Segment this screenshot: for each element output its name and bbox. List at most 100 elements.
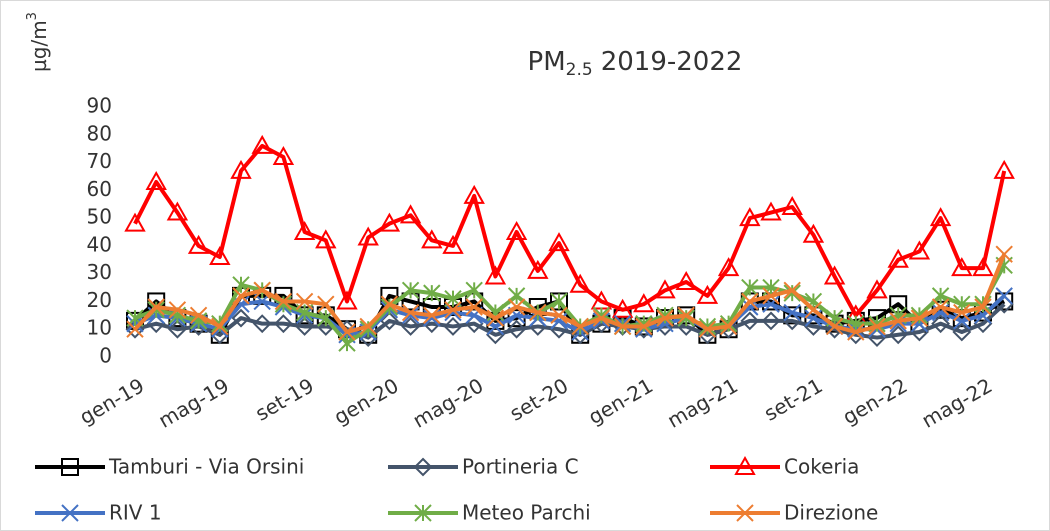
marker xyxy=(147,298,165,316)
marker xyxy=(232,287,250,305)
marker xyxy=(209,245,231,265)
marker xyxy=(230,159,252,179)
marker xyxy=(760,201,782,221)
marker xyxy=(783,284,801,302)
marker xyxy=(253,281,271,300)
y-label-main: µg/m xyxy=(27,20,51,72)
marker xyxy=(550,306,568,325)
legend-label: Portineria C xyxy=(462,455,579,479)
marker xyxy=(736,504,754,522)
marker xyxy=(741,292,759,311)
chart-title: PM2.5 2019-2022 xyxy=(528,47,743,81)
marker xyxy=(357,226,379,246)
marker xyxy=(740,311,760,331)
y-tick-label: 20 xyxy=(87,288,112,312)
marker xyxy=(613,317,632,336)
marker xyxy=(847,323,865,341)
marker xyxy=(401,281,420,300)
marker xyxy=(295,317,315,336)
marker xyxy=(825,317,844,336)
y-tick-label: 50 xyxy=(87,205,112,229)
marker xyxy=(359,317,377,336)
marker xyxy=(931,298,950,316)
marker xyxy=(401,303,420,322)
legend-label: RIV 1 xyxy=(109,501,162,525)
marker xyxy=(550,292,568,311)
y-tick-label: 30 xyxy=(87,260,112,284)
marker xyxy=(698,317,717,336)
marker xyxy=(783,281,801,300)
marker xyxy=(421,229,443,249)
marker xyxy=(953,303,971,322)
marker xyxy=(463,184,485,204)
marker xyxy=(698,320,717,338)
marker xyxy=(739,207,761,227)
marker xyxy=(444,301,462,319)
title-main: PM xyxy=(528,47,566,77)
marker xyxy=(571,317,589,336)
marker xyxy=(633,293,655,313)
marker xyxy=(951,257,973,277)
marker xyxy=(696,284,719,304)
marker xyxy=(336,290,358,310)
marker xyxy=(675,270,697,290)
marker xyxy=(442,234,464,254)
marker xyxy=(125,319,145,339)
marker xyxy=(252,314,272,334)
marker xyxy=(167,319,187,339)
marker xyxy=(505,220,528,240)
marker xyxy=(931,314,951,334)
marker xyxy=(378,212,401,232)
marker xyxy=(866,279,888,299)
marker xyxy=(295,292,314,311)
title-rest: 2019-2022 xyxy=(601,47,743,77)
y-axis-label: µg/m3 xyxy=(25,12,51,72)
marker xyxy=(274,292,293,311)
marker xyxy=(380,295,399,313)
marker xyxy=(126,320,144,338)
marker xyxy=(211,317,229,336)
marker xyxy=(802,223,825,243)
marker xyxy=(232,295,250,313)
marker xyxy=(974,298,992,316)
marker xyxy=(124,212,146,232)
marker xyxy=(145,170,167,190)
legend-label: Cokeria xyxy=(784,455,859,479)
marker xyxy=(61,458,79,476)
marker xyxy=(189,306,208,325)
marker xyxy=(168,301,187,319)
marker xyxy=(315,229,337,249)
marker xyxy=(231,308,251,328)
y-tick-label: 0 xyxy=(99,344,112,368)
marker xyxy=(484,265,507,285)
marker xyxy=(908,240,931,260)
marker xyxy=(868,317,886,336)
marker xyxy=(548,232,570,252)
marker xyxy=(889,312,907,330)
marker xyxy=(995,287,1013,305)
marker xyxy=(414,504,432,522)
marker xyxy=(929,207,952,227)
marker xyxy=(592,309,611,327)
marker xyxy=(635,317,653,336)
marker xyxy=(423,306,441,325)
marker xyxy=(611,298,634,318)
marker xyxy=(823,265,846,285)
y-tick-label: 80 xyxy=(87,121,112,145)
marker xyxy=(887,248,909,268)
series-line xyxy=(133,253,1007,334)
marker xyxy=(972,257,994,277)
marker xyxy=(166,201,189,221)
y-tick-label: 40 xyxy=(87,232,112,256)
marker xyxy=(781,195,803,215)
marker xyxy=(273,314,293,334)
marker xyxy=(888,325,908,345)
marker xyxy=(486,317,505,336)
legend-label: Tamburi - Via Orsini xyxy=(108,455,304,479)
marker xyxy=(507,298,526,316)
marker xyxy=(804,301,823,319)
marker xyxy=(656,309,674,327)
title-sub: 2.5 xyxy=(566,60,593,80)
